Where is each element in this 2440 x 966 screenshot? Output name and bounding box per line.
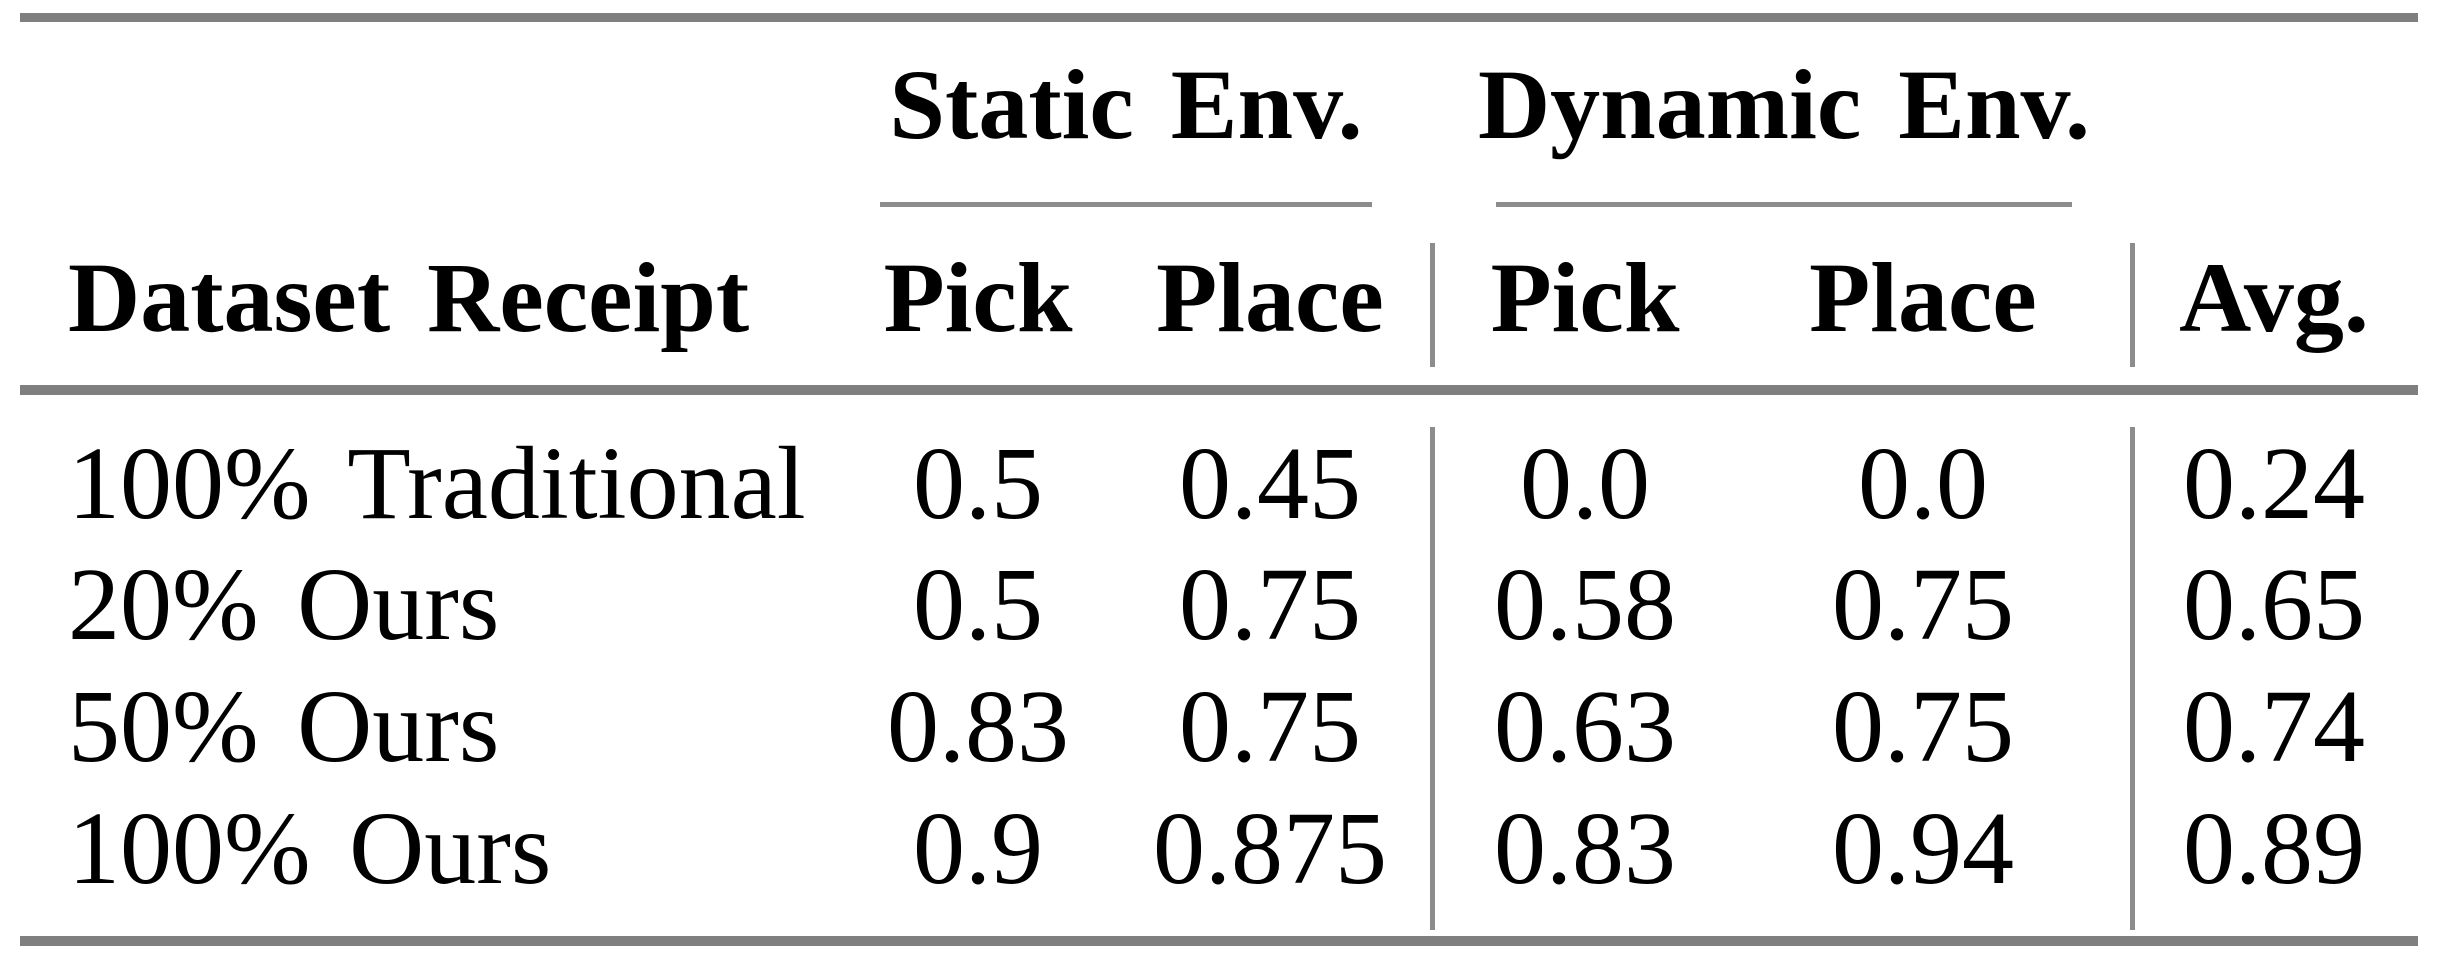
cell-dynamic-pick: 0.0	[1520, 426, 1650, 541]
cell-static-place: 0.75	[1179, 669, 1361, 784]
cell-dynamic-place: 0.75	[1832, 547, 2014, 662]
group-header-dynamic-env: Dynamic Env.	[1477, 49, 2091, 160]
mid-rule	[20, 385, 2418, 395]
cell-static-place: 0.875	[1153, 791, 1387, 906]
column-header-avg: Avg.	[2179, 242, 2369, 353]
row-label: 20% Ours	[68, 547, 500, 662]
column-header-dataset-receipt: Dataset Receipt	[68, 242, 750, 353]
cell-static-pick: 0.5	[913, 547, 1043, 662]
row-label: 100% Traditional	[68, 426, 806, 541]
cell-dynamic-place: 0.0	[1858, 426, 1988, 541]
cell-static-place: 0.45	[1179, 426, 1361, 541]
cell-static-pick: 0.5	[913, 426, 1043, 541]
cell-static-pick: 0.83	[887, 669, 1069, 784]
bottom-rule	[20, 936, 2418, 946]
cell-dynamic-pick: 0.58	[1494, 547, 1676, 662]
cmidrule-dynamic-env	[1496, 202, 2072, 207]
top-rule	[20, 13, 2418, 22]
cmidrule-static-env	[880, 202, 1372, 207]
cell-dynamic-place: 0.94	[1832, 791, 2014, 906]
cell-avg: 0.74	[2183, 669, 2365, 784]
group-header-static-env: Static Env.	[889, 49, 1363, 160]
cell-dynamic-pick: 0.63	[1494, 669, 1676, 784]
column-header-dynamic-pick: Pick	[1490, 242, 1680, 353]
row-label: 100% Ours	[68, 791, 552, 906]
vertical-separator-static-dynamic-body	[1430, 427, 1435, 930]
cell-dynamic-place: 0.75	[1832, 669, 2014, 784]
cell-static-place: 0.75	[1179, 547, 1361, 662]
column-header-static-place: Place	[1156, 242, 1384, 353]
vertical-separator-dynamic-avg-body	[2130, 427, 2135, 930]
row-label: 50% Ours	[68, 669, 500, 784]
column-header-static-pick: Pick	[883, 242, 1073, 353]
vertical-separator-static-dynamic-header	[1430, 243, 1435, 367]
column-header-dynamic-place: Place	[1809, 242, 2037, 353]
cell-avg: 0.24	[2183, 426, 2365, 541]
cell-avg: 0.65	[2183, 547, 2365, 662]
cell-avg: 0.89	[2183, 791, 2365, 906]
vertical-separator-dynamic-avg-header	[2130, 243, 2135, 367]
cell-dynamic-pick: 0.83	[1494, 791, 1676, 906]
cell-static-pick: 0.9	[913, 791, 1043, 906]
